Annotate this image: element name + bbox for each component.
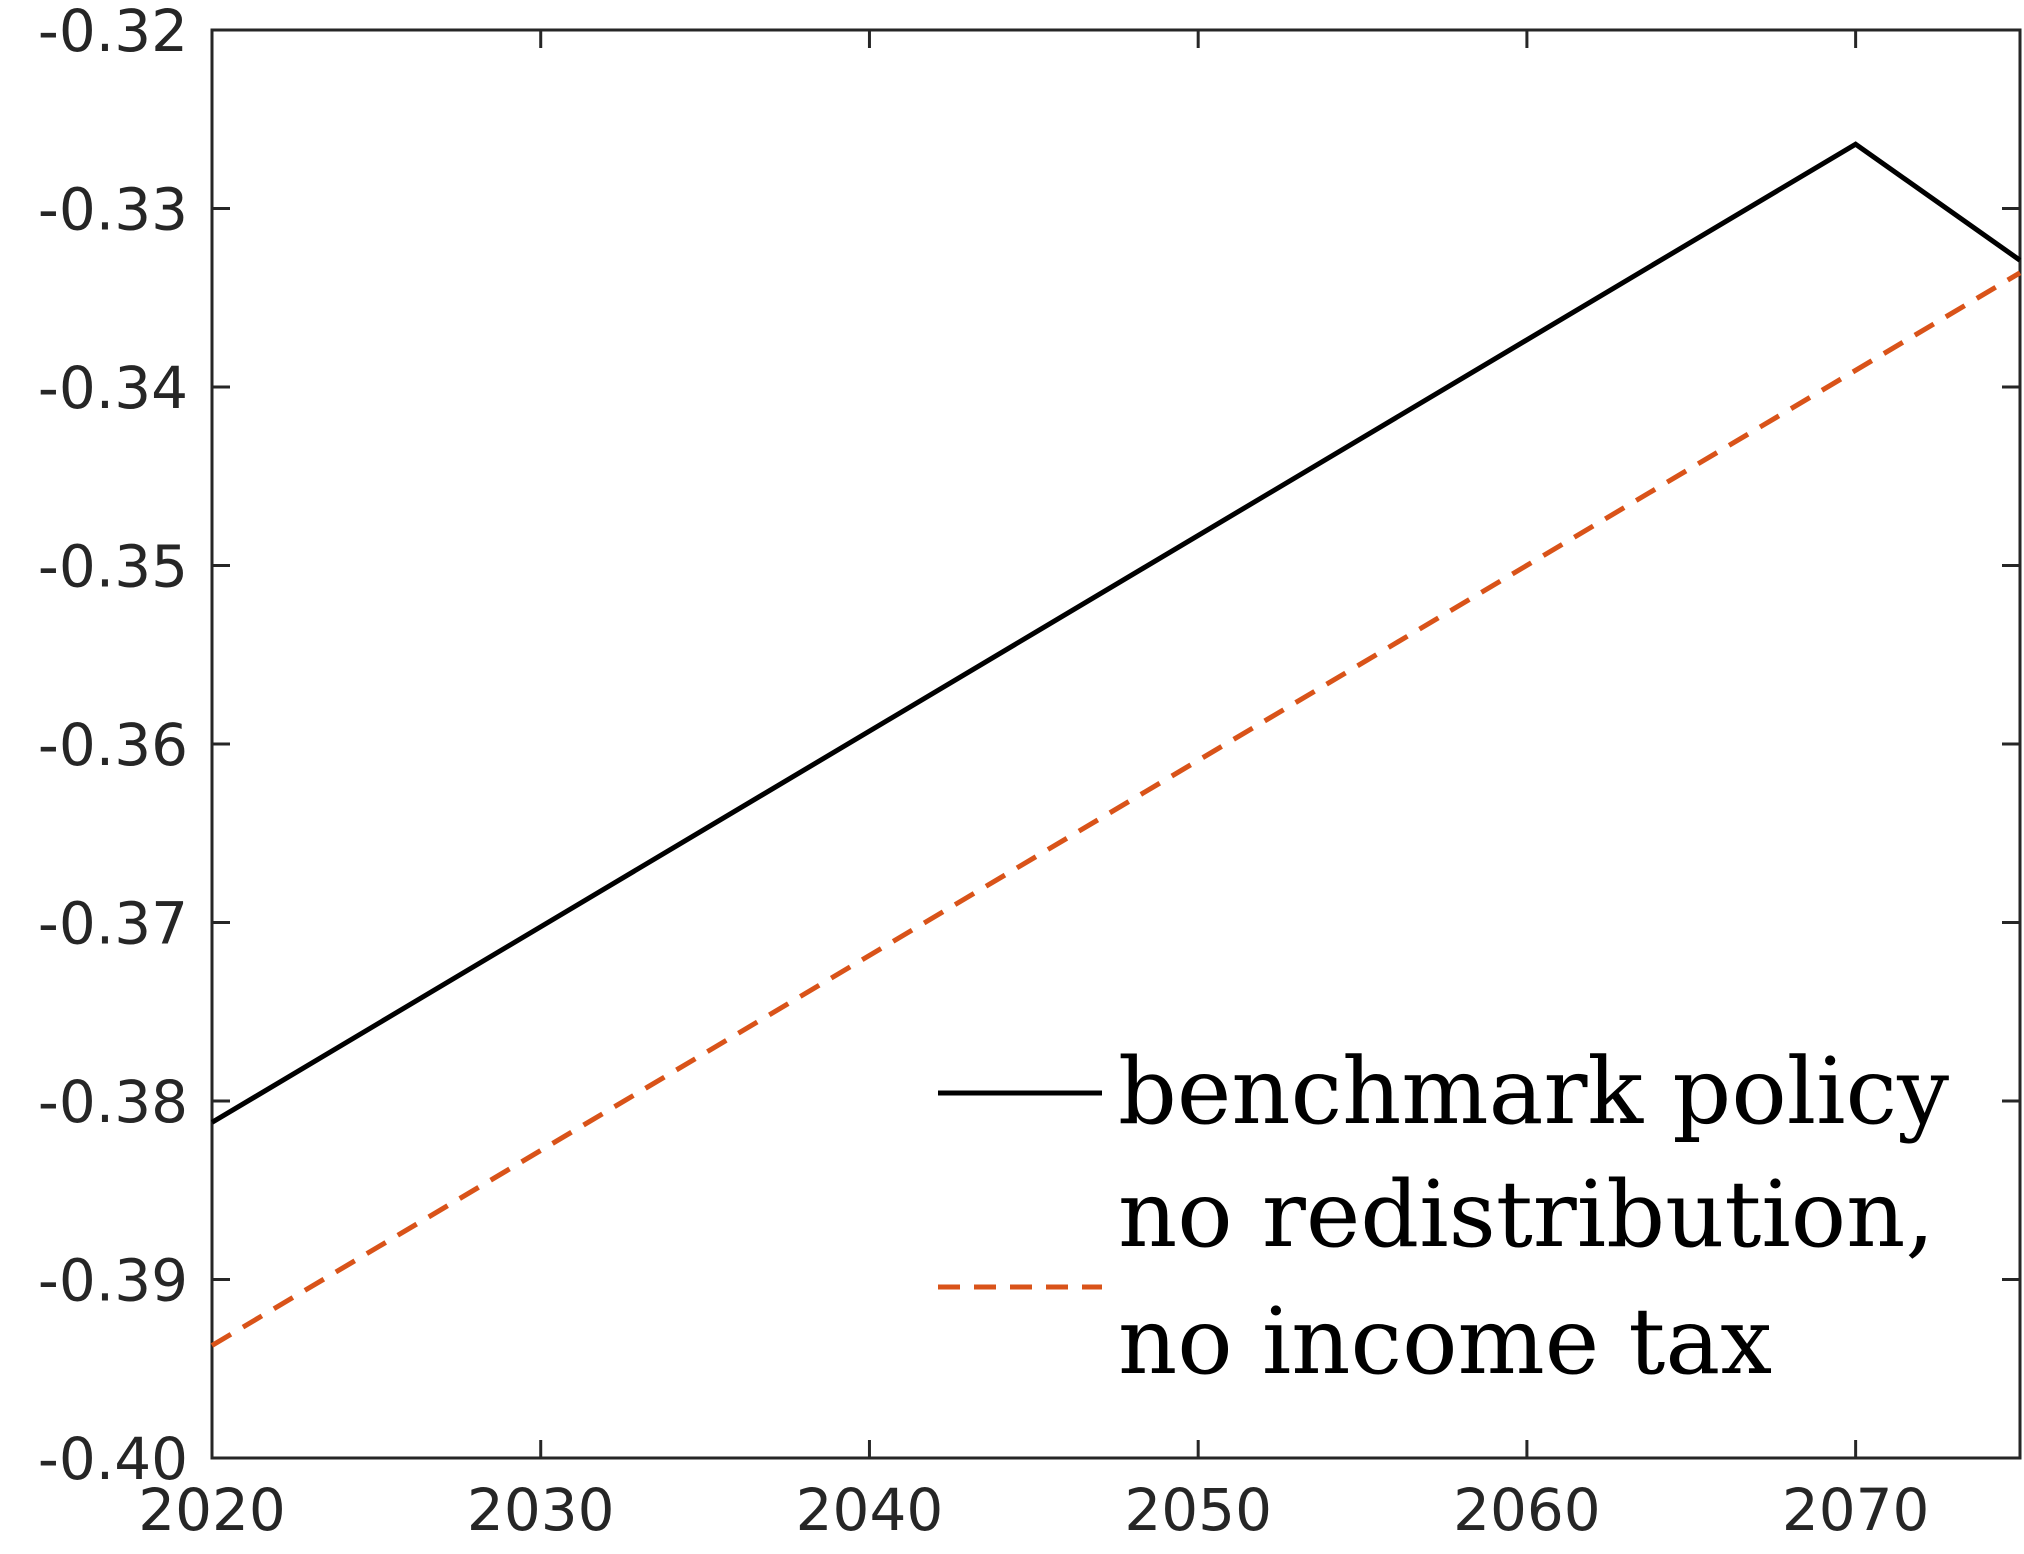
legend-label-no-redistribution-line2: no income tax xyxy=(1118,1288,1772,1395)
y-tick-label: -0.40 xyxy=(38,1425,188,1493)
x-tick-label: 2020 xyxy=(138,1476,286,1544)
legend-label-benchmark-policy: benchmark policy xyxy=(1118,1038,1949,1145)
x-tick-label: 2060 xyxy=(1453,1476,1601,1544)
y-tick-label: -0.38 xyxy=(38,1068,188,1136)
y-tick-label: -0.33 xyxy=(38,176,188,244)
legend-label-no-redistribution-line1: no redistribution, xyxy=(1118,1161,1935,1268)
legend: benchmark policy no redistribution, no i… xyxy=(938,1038,1949,1395)
x-tick-label: 2030 xyxy=(467,1476,615,1544)
x-tick-label: 2070 xyxy=(1782,1476,1930,1544)
series-layer xyxy=(210,141,2022,1348)
y-tick-label: -0.32 xyxy=(38,0,188,65)
y-tick-label: -0.36 xyxy=(38,711,188,779)
x-tick-label: 2040 xyxy=(796,1476,944,1544)
y-tick-label: -0.39 xyxy=(38,1247,188,1315)
series-line-benchmark-policy xyxy=(210,141,2022,1125)
x-tick-label: 2050 xyxy=(1124,1476,1272,1544)
y-tick-label: -0.35 xyxy=(38,533,188,601)
y-tick-label: -0.37 xyxy=(38,890,188,958)
y-tick-label: -0.34 xyxy=(38,354,188,422)
series-line-no-redistribution xyxy=(210,270,2022,1348)
axes: 2020 2030 2040 2050 2060 2070 -0.32 -0.33 -0.34 -… xyxy=(38,0,2020,1544)
